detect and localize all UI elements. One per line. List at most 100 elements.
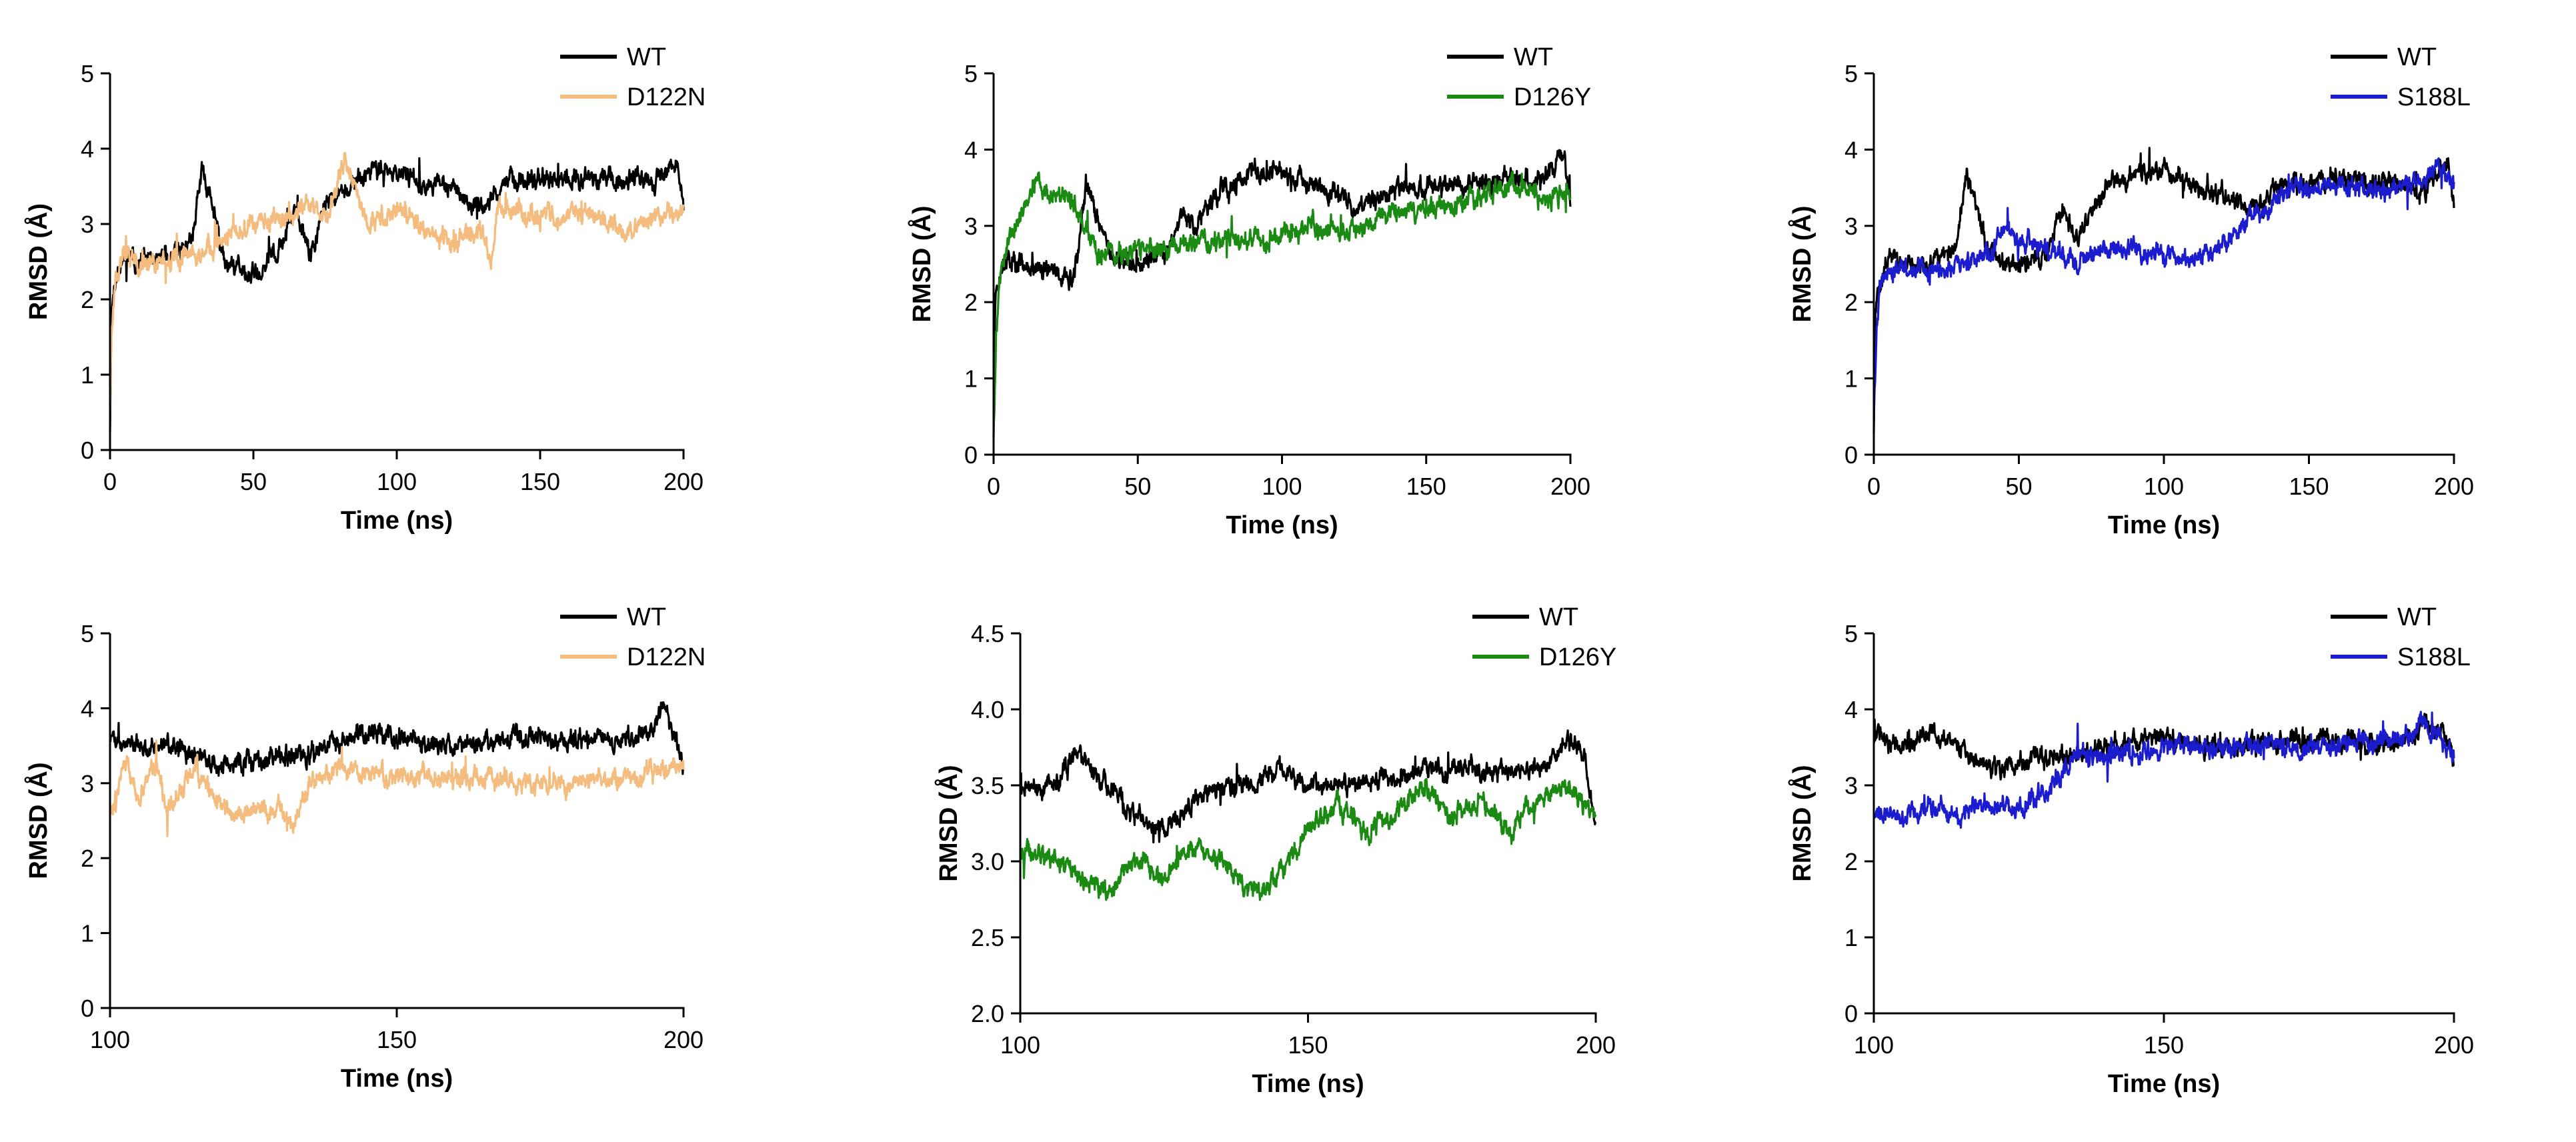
x-axis-title: Time (ns) xyxy=(2108,511,2220,539)
series-line-s188l xyxy=(1872,157,2455,419)
x-tick-label: 150 xyxy=(1406,473,1446,500)
y-tick-label: 2 xyxy=(81,845,94,872)
legend-label-wt: WT xyxy=(2397,43,2437,71)
y-axis-title: RMSD (Å) xyxy=(1787,765,1816,881)
y-tick-label: 5 xyxy=(1844,60,1858,87)
y-tick-label: 4 xyxy=(964,136,978,163)
y-tick-label: 2.0 xyxy=(971,1000,1004,1027)
y-tick-label: 3 xyxy=(1844,213,1858,240)
y-tick-label: 4.5 xyxy=(971,620,1004,647)
y-tick-label: 5 xyxy=(81,60,94,87)
y-tick-label: 0 xyxy=(81,437,94,464)
x-tick-label: 100 xyxy=(2144,473,2184,500)
y-tick-label: 3 xyxy=(964,213,978,240)
x-tick-label: 150 xyxy=(377,1026,417,1053)
x-tick-label: 150 xyxy=(2289,473,2329,500)
y-tick-label: 4 xyxy=(81,135,94,163)
series-line-wt xyxy=(109,157,685,432)
y-tick-label: 1 xyxy=(81,920,94,947)
y-tick-label: 0 xyxy=(964,441,978,469)
x-tick-label: 200 xyxy=(1576,1031,1616,1059)
legend-label-wt: WT xyxy=(627,43,666,71)
y-axis-title: RMSD (Å) xyxy=(23,203,53,320)
legend-label-d126y: D126Y xyxy=(1514,83,1591,111)
y-tick-label: 0 xyxy=(1844,441,1858,469)
y-tick-label: 3.5 xyxy=(971,772,1004,799)
y-tick-label: 2.5 xyxy=(971,924,1004,951)
y-axis-title: RMSD (Å) xyxy=(934,765,963,881)
legend-label-wt: WT xyxy=(627,603,666,631)
chart-panel-4: 0 1 2 3 4 5 100 150 200 Time (ns) RMSD (Å) WT D122N xyxy=(23,603,706,1093)
y-tick-label: 4 xyxy=(1844,696,1858,723)
series-line-wt xyxy=(1872,147,2455,433)
x-tick-label: 150 xyxy=(2144,1031,2184,1059)
y-tick-label: 4.0 xyxy=(971,696,1004,723)
x-tick-label: 100 xyxy=(1854,1031,1894,1059)
chart-panel-5: 2.0 2.5 3.0 3.5 4.0 4.5 100 150 200 Time (ns) RMSD… xyxy=(934,603,1616,1098)
y-tick-label: 2 xyxy=(1844,289,1858,316)
x-tick-label: 200 xyxy=(664,468,704,495)
y-axis-title: RMSD (Å) xyxy=(1787,205,1816,322)
x-tick-label: 150 xyxy=(1288,1031,1328,1059)
chart-panel-6: 0 1 2 3 4 5 100 150 200 Time (ns) RMSD (Å) WT S188L xyxy=(1787,603,2474,1098)
y-tick-label: 0 xyxy=(1844,1000,1858,1027)
legend-label-wt: WT xyxy=(2397,603,2437,631)
y-tick-label: 1 xyxy=(964,365,978,393)
series-line-d126y xyxy=(1019,777,1597,901)
series-line-wt xyxy=(992,149,1572,439)
x-tick-label: 100 xyxy=(1262,473,1302,500)
x-tick-label: 100 xyxy=(90,1026,130,1053)
y-tick-label: 5 xyxy=(81,620,94,647)
y-axis-title: RMSD (Å) xyxy=(23,762,53,879)
y-tick-label: 1 xyxy=(1844,365,1858,393)
x-tick-label: 0 xyxy=(103,468,117,495)
series-line-d126y xyxy=(992,171,1572,425)
y-tick-label: 3.0 xyxy=(971,848,1004,875)
y-tick-label: 3 xyxy=(81,770,94,797)
y-tick-label: 5 xyxy=(1844,620,1858,647)
legend-label-s188l: S188L xyxy=(2397,83,2471,111)
x-axis-title: Time (ns) xyxy=(1252,1070,1364,1098)
legend-label-d126y: D126Y xyxy=(1539,643,1616,671)
series-line-s188l xyxy=(1872,711,2455,829)
y-tick-label: 3 xyxy=(1844,772,1858,799)
y-tick-label: 0 xyxy=(81,995,94,1022)
legend-label-s188l: S188L xyxy=(2397,643,2471,671)
x-tick-label: 0 xyxy=(1867,473,1880,500)
y-tick-label: 1 xyxy=(81,361,94,389)
legend-label-d122n: D122N xyxy=(627,83,706,111)
legend-label-wt: WT xyxy=(1539,603,1578,631)
legend-label-d122n: D122N xyxy=(627,643,706,671)
y-tick-label: 2 xyxy=(964,289,978,316)
legend-label-wt: WT xyxy=(1514,43,1553,71)
x-tick-label: 100 xyxy=(1000,1031,1040,1059)
x-axis-title: Time (ns) xyxy=(341,1065,453,1093)
x-axis-title: Time (ns) xyxy=(1226,511,1338,539)
y-tick-label: 1 xyxy=(1844,924,1858,951)
y-tick-label: 2 xyxy=(1844,848,1858,875)
x-tick-label: 150 xyxy=(520,468,560,495)
y-tick-label: 4 xyxy=(81,695,94,722)
y-axis-title: RMSD (Å) xyxy=(907,205,936,322)
x-axis-title: Time (ns) xyxy=(341,507,453,535)
y-tick-label: 3 xyxy=(81,211,94,238)
x-axis-title: Time (ns) xyxy=(2108,1070,2220,1098)
series-line-d122n xyxy=(109,739,685,837)
y-tick-label: 5 xyxy=(964,60,978,87)
series-line-wt xyxy=(1019,729,1596,844)
x-tick-label: 200 xyxy=(664,1026,704,1053)
y-tick-label: 4 xyxy=(1844,136,1858,163)
series-line-d122n xyxy=(109,152,685,415)
x-tick-label: 200 xyxy=(2434,1031,2474,1059)
x-tick-label: 50 xyxy=(1124,473,1151,500)
x-tick-label: 100 xyxy=(377,468,417,495)
series-line-wt xyxy=(109,701,684,777)
x-tick-label: 0 xyxy=(987,473,1000,500)
x-tick-label: 50 xyxy=(240,468,267,495)
y-tick-label: 2 xyxy=(81,286,94,313)
x-tick-label: 200 xyxy=(1550,473,1590,500)
x-tick-label: 200 xyxy=(2434,473,2474,500)
